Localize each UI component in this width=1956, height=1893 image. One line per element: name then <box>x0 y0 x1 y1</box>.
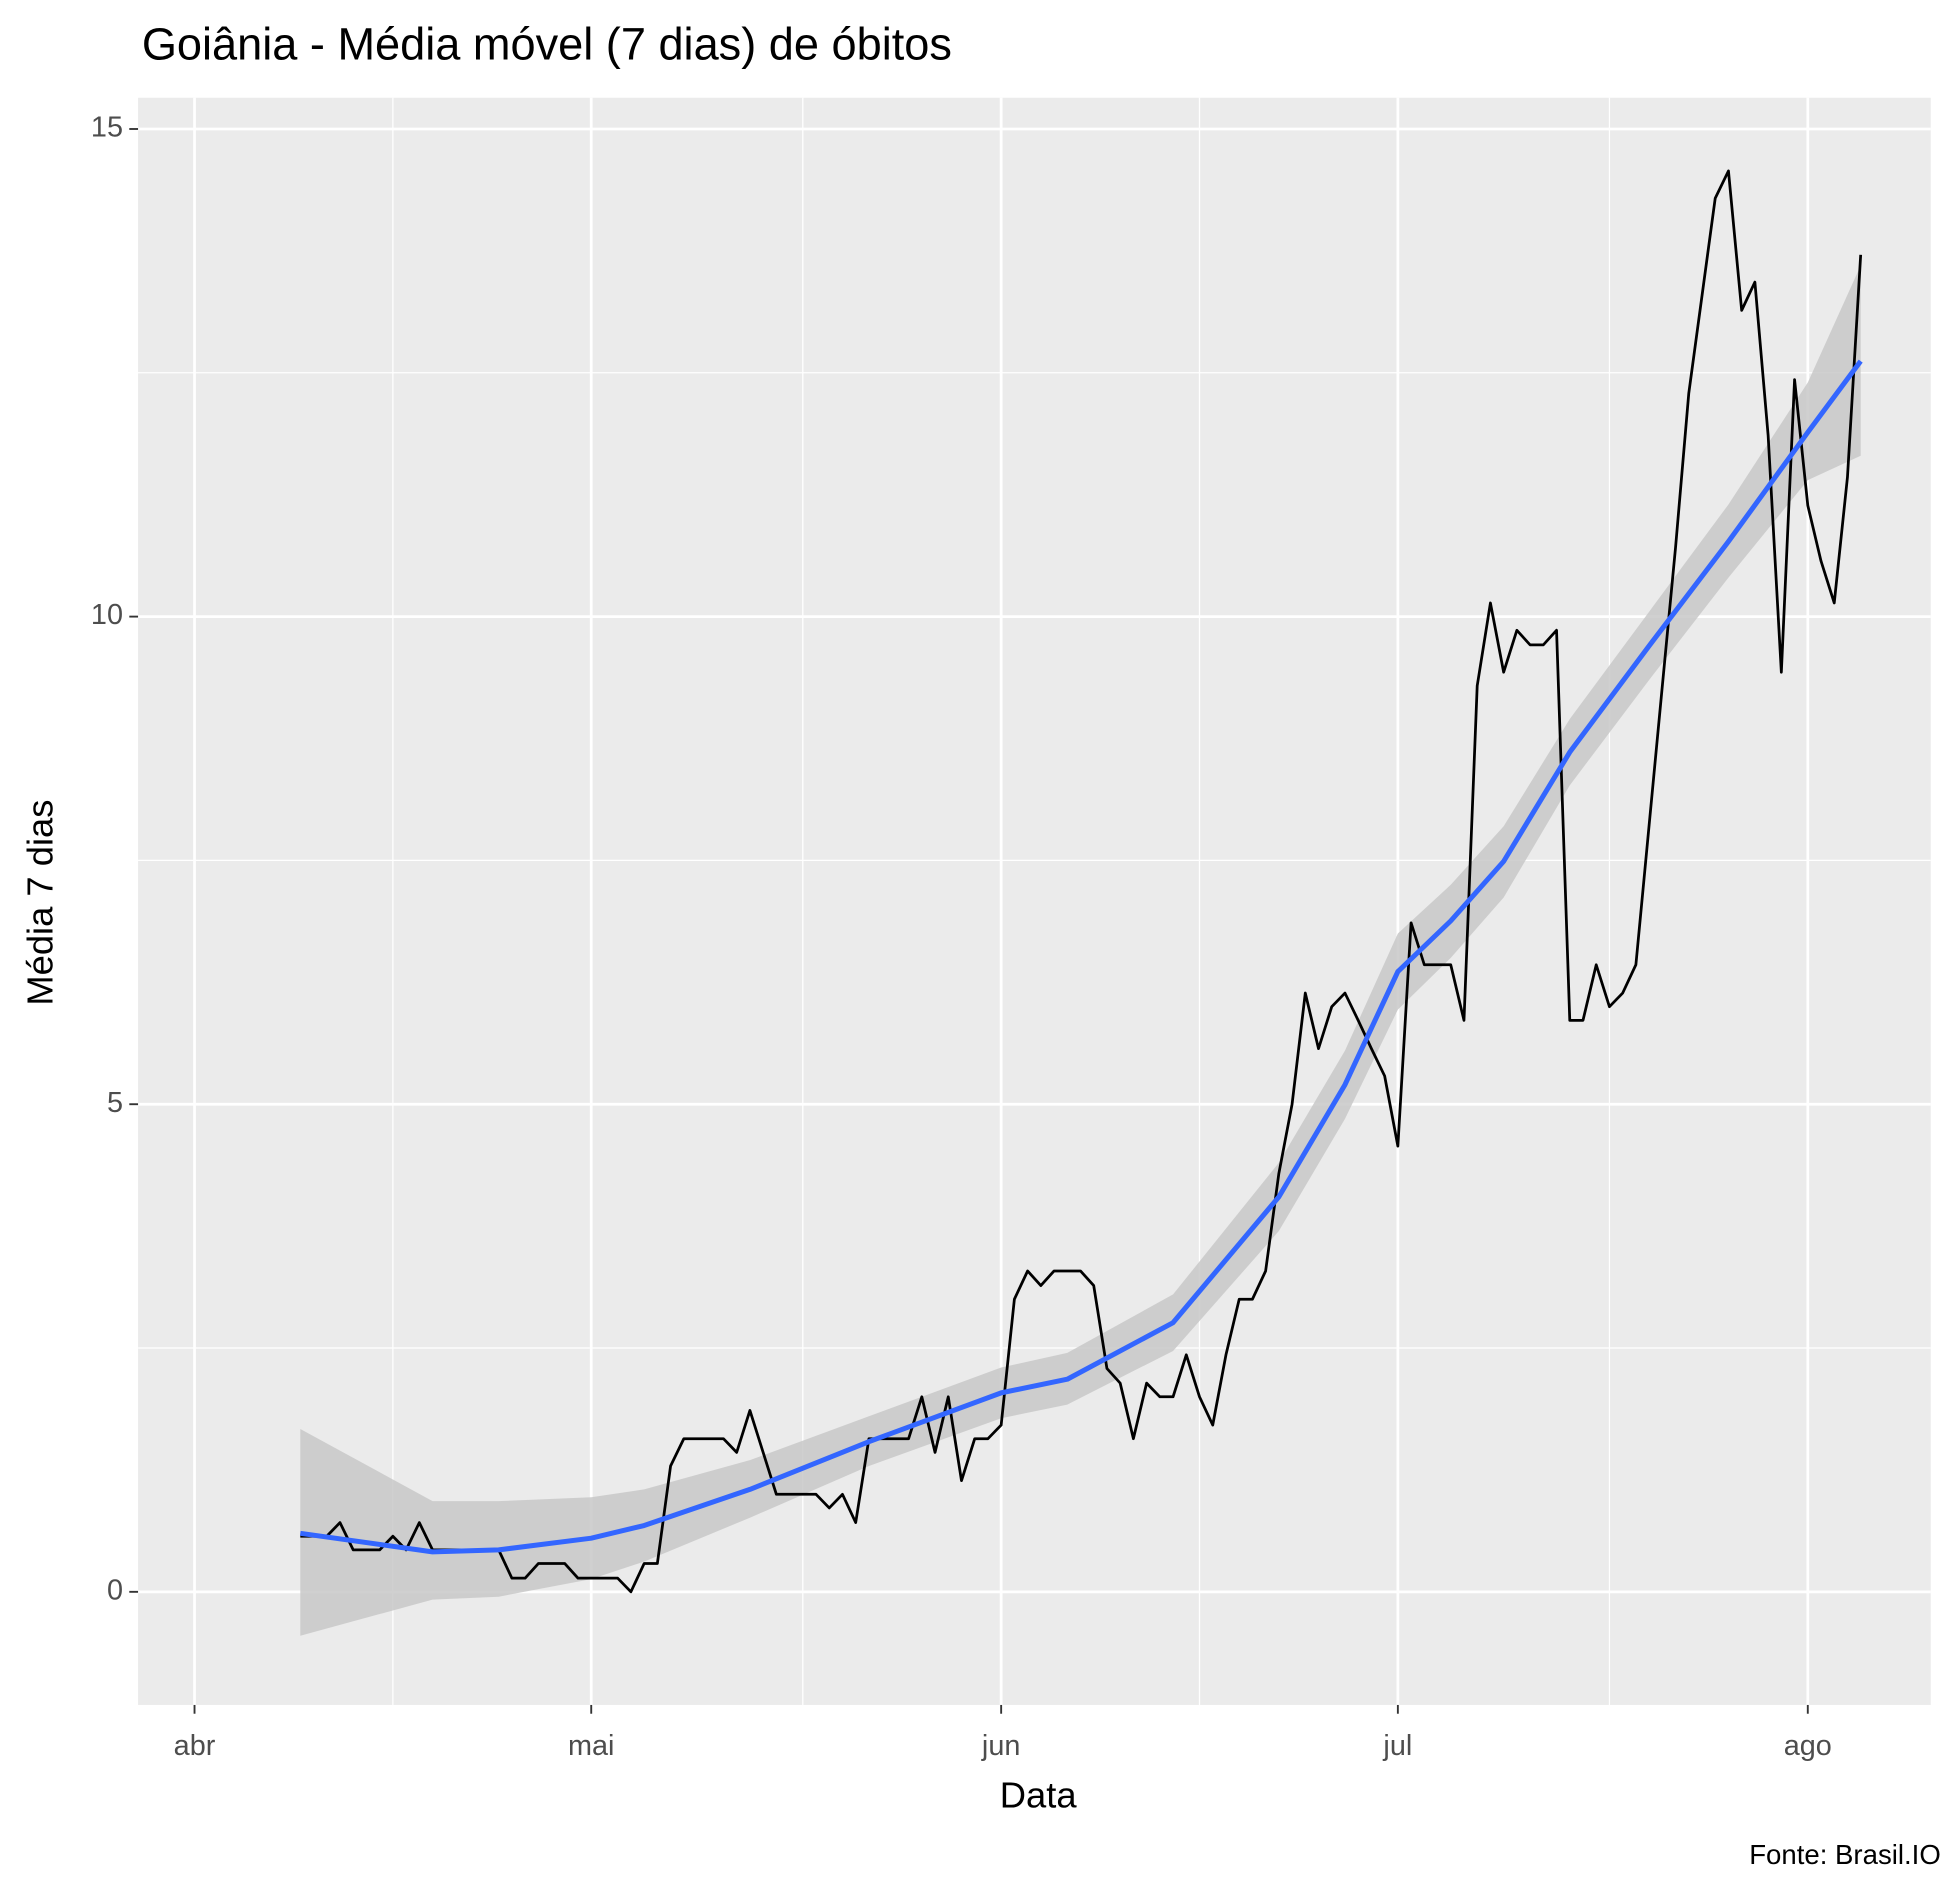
x-tick-label: ago <box>1784 1730 1832 1762</box>
y-tick-label: 0 <box>107 1574 123 1606</box>
y-axis-title: Média 7 dias <box>19 800 60 1006</box>
confidence-band <box>300 265 1861 1636</box>
y-tick-label: 5 <box>107 1087 123 1119</box>
y-tick-label: 10 <box>91 599 123 631</box>
x-tick-label: mai <box>568 1730 614 1762</box>
y-tick-label: 15 <box>91 112 123 144</box>
plot-panel <box>138 97 1931 1705</box>
x-tick-label: jun <box>981 1730 1020 1762</box>
chart-title: Goiânia - Média móvel (7 dias) de óbitos <box>142 19 952 70</box>
smooth-line <box>299 359 1863 1555</box>
data-line <box>300 169 1863 1594</box>
x-tick-label: jul <box>1382 1730 1412 1762</box>
x-axis-title: Data <box>1000 1774 1078 1815</box>
x-tick-label: abr <box>174 1730 216 1762</box>
caption: Fonte: Brasil.IO <box>1749 1839 1941 1870</box>
